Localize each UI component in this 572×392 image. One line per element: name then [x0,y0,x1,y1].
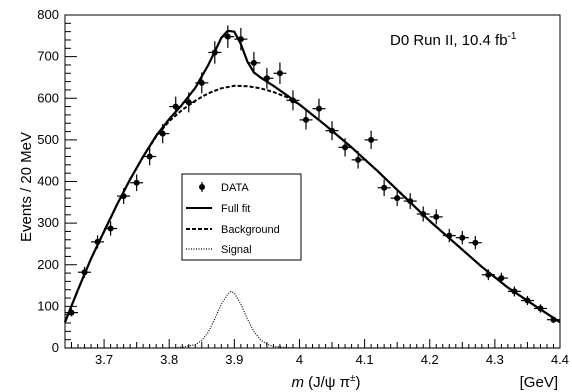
y-tick-label: 200 [37,257,59,272]
curve-full-fit [63,29,561,324]
data-point [377,179,391,197]
x-axis-label-sup: ± [350,373,356,384]
x-axis-label-close: ) [356,374,361,391]
data-point [481,269,495,281]
legend-label-signal: Signal [221,244,252,256]
y-tick-label: 600 [37,90,59,105]
data-point [533,304,547,313]
data-point [403,193,417,209]
y-tick-label: 300 [37,215,59,230]
data-point [208,41,222,64]
data-point [364,130,378,150]
data-point [260,67,274,89]
data-point [494,272,508,284]
legend-marker-data [199,182,205,192]
data-point [221,25,235,48]
x-tick-label: 4.3 [486,352,504,367]
y-tick-label: 800 [37,7,59,22]
data-point [247,52,261,74]
legend-label-background: Background [221,224,280,236]
data-point [143,147,157,166]
data-point [520,295,534,306]
data-point [442,228,456,243]
data-point [416,206,430,222]
x-axis-label: m (J/ψ π±) [291,373,360,391]
data-point [182,92,196,113]
y-tick-label: 0 [52,340,59,355]
data-point [429,209,443,225]
x-axis-label-var: m [291,374,304,391]
axis-ticks [65,14,561,349]
x-tick-label: 3.8 [160,352,178,367]
data-point [507,286,521,297]
data-point [234,27,248,51]
data-point [117,188,131,204]
data-point [169,96,183,117]
x-tick-label: 4.2 [421,352,439,367]
curve-signal [65,290,560,349]
annotation-sup: -1 [508,31,517,42]
data-point [351,151,365,169]
data-point [273,62,287,85]
x-axis-unit: [GeV] [520,374,558,391]
data-point [91,235,105,249]
legend: DATA Full fit Background Signal [181,173,302,261]
x-axis-label-body: (J/ψ π [304,374,350,391]
data-point [286,90,300,111]
x-tick-label: 3.9 [225,352,243,367]
data-point [468,236,482,250]
data-point [455,231,469,245]
y-tick-label: 400 [37,174,59,189]
annotation-text: D0 Run II, 10.4 fb-1 [390,31,517,49]
data-points [65,25,560,324]
legend-label-fullfit: Full fit [221,203,250,215]
data-point [156,124,170,144]
legend-label-data: DATA [221,182,249,194]
x-tick-label: 4.1 [356,352,374,367]
x-tick-label: 3.7 [95,352,113,367]
y-tick-label: 100 [37,298,59,313]
annotation-main: D0 Run II, 10.4 fb [390,32,508,49]
curve-background [64,84,561,324]
fit-curves [63,29,561,349]
x-tick-label: 4.4 [551,352,569,367]
data-point [130,174,144,192]
data-point [299,110,313,130]
data-point [546,316,560,324]
y-axis-label: Events / 20 MeV [18,132,35,242]
data-point [104,221,118,236]
data-point [195,72,209,94]
x-tick-label: 4 [296,352,303,367]
data-point [390,190,404,207]
data-point [78,266,92,278]
y-tick-label: 500 [37,132,59,147]
y-tick-label: 700 [37,49,59,64]
data-point [338,138,352,157]
axis-tick-labels: 3.7 3.8 3.9 4 4.1 4.2 4.3 4.4 0 100 200 300 400 500 60… [37,7,569,367]
data-point [65,308,79,317]
data-point [325,121,339,141]
data-point [312,98,326,119]
